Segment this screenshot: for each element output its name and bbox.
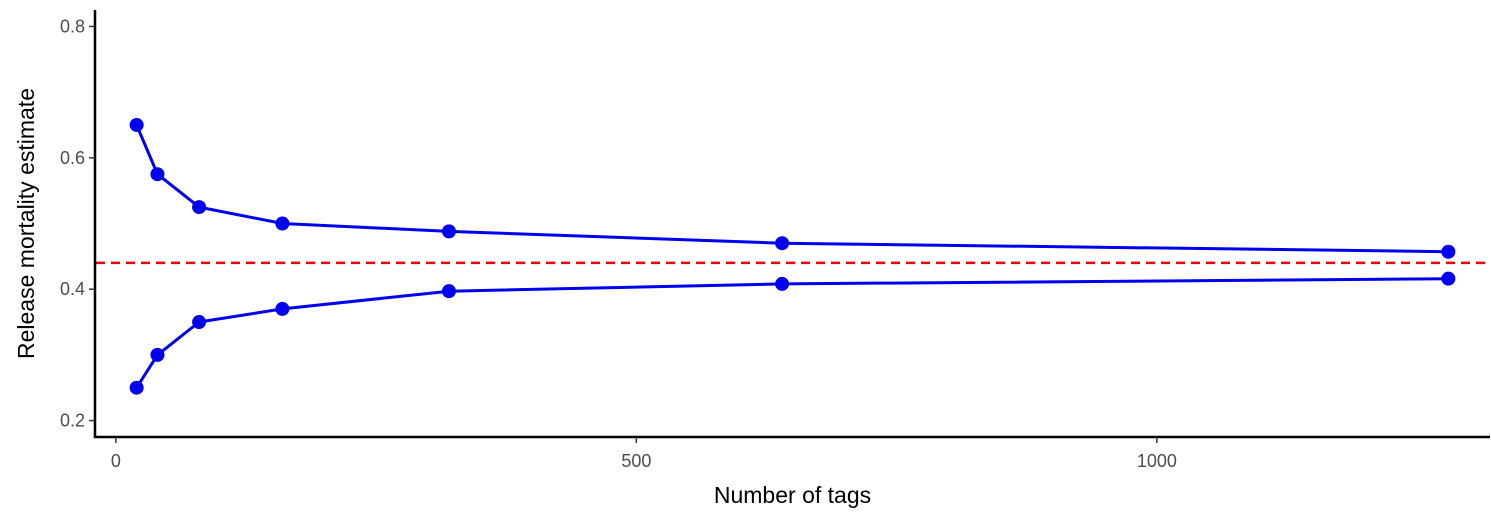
data-point (129, 117, 144, 132)
data-point (192, 200, 207, 215)
data-point (1441, 244, 1456, 259)
y-tick-label: 0.4 (60, 279, 85, 299)
data-point (150, 347, 165, 362)
series-1 (129, 117, 1456, 259)
data-point (150, 167, 165, 182)
x-tick-label: 1000 (1137, 451, 1177, 471)
data-point (775, 236, 790, 251)
y-tick-label: 0.8 (60, 16, 85, 36)
data-point (275, 301, 290, 316)
y-tick-label: 0.2 (60, 411, 85, 431)
series-line (135, 277, 1449, 389)
y-axis-title: Release mortality estimate (13, 88, 39, 359)
data-point (275, 216, 290, 231)
series-2 (129, 271, 1456, 395)
data-point (129, 380, 144, 395)
data-point (441, 224, 456, 239)
series-layer (129, 117, 1456, 395)
series-line (135, 124, 1449, 254)
data-point (192, 315, 207, 330)
axes-layer: 0.2 0.4 0.6 0.8 0 500 1000 (60, 10, 1490, 471)
data-point (775, 276, 790, 291)
x-tick-label: 500 (621, 451, 651, 471)
x-axis-title: Number of tags (714, 482, 871, 508)
y-tick-label: 0.6 (60, 148, 85, 168)
data-point (1441, 271, 1456, 286)
data-point (441, 284, 456, 299)
x-tick-label: 0 (111, 451, 121, 471)
